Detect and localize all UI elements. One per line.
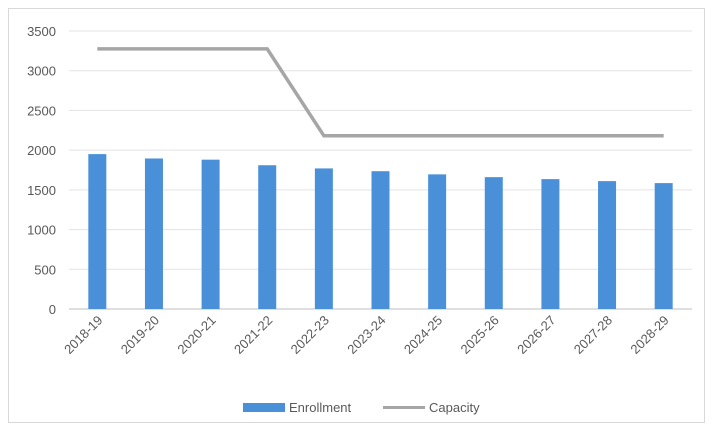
enrollment-bar-2028-29 [654,183,673,309]
x-tick-label: 2027-28 [571,313,615,357]
x-axis-ticks: 2018-19 2019-20 2020-21 2021-22 2022-23 2023-… [61,313,672,357]
legend-label-enrollment: Enrollment [289,400,352,415]
legend: Enrollment Capacity [243,400,480,415]
enrollment-bar-2023-24 [371,171,390,309]
x-tick-label: 2024-25 [401,313,445,357]
y-tick-label: 1500 [27,183,56,198]
y-tick-label: 1000 [27,223,56,238]
x-tick-label: 2021-22 [231,313,275,357]
legend-swatch-enrollment [243,403,285,412]
enrollment-bar-2021-22 [258,165,277,309]
enrollment-bar-2026-27 [541,179,560,309]
x-tick-label: 2020-21 [174,313,218,357]
y-tick-label: 0 [49,302,56,317]
enrollment-bars [88,154,673,309]
x-tick-label: 2019-20 [118,313,162,357]
x-tick-label: 2028-29 [627,313,671,357]
enrollment-bar-2024-25 [428,174,447,309]
x-tick-label: 2018-19 [61,313,105,357]
enrollment-bar-2022-23 [314,168,333,309]
x-tick-label: 2026-27 [514,313,558,357]
y-tick-label: 2500 [27,103,56,118]
enrollment-bar-2027-28 [598,181,617,309]
enrollment-bar-2025-26 [484,177,503,309]
gridlines [69,30,692,310]
capacity-line [97,47,664,138]
legend-label-capacity: Capacity [429,400,480,415]
capacity-line-group [97,47,664,138]
enrollment-bar-2020-21 [201,159,220,309]
y-axis-ticks: 0 500 1000 1500 2000 2500 3000 3500 [27,24,56,317]
enrollment-bar-2019-20 [144,158,163,309]
y-tick-label: 3000 [27,64,56,79]
x-tick-label: 2022-23 [288,313,332,357]
enrollment-bar-2018-19 [88,154,107,309]
y-tick-label: 2000 [27,143,56,158]
x-tick-label: 2023-24 [344,313,388,357]
y-tick-label: 3500 [27,24,56,39]
x-tick-label: 2025-26 [458,313,502,357]
chart-frame [8,8,705,423]
y-tick-label: 500 [34,262,56,277]
